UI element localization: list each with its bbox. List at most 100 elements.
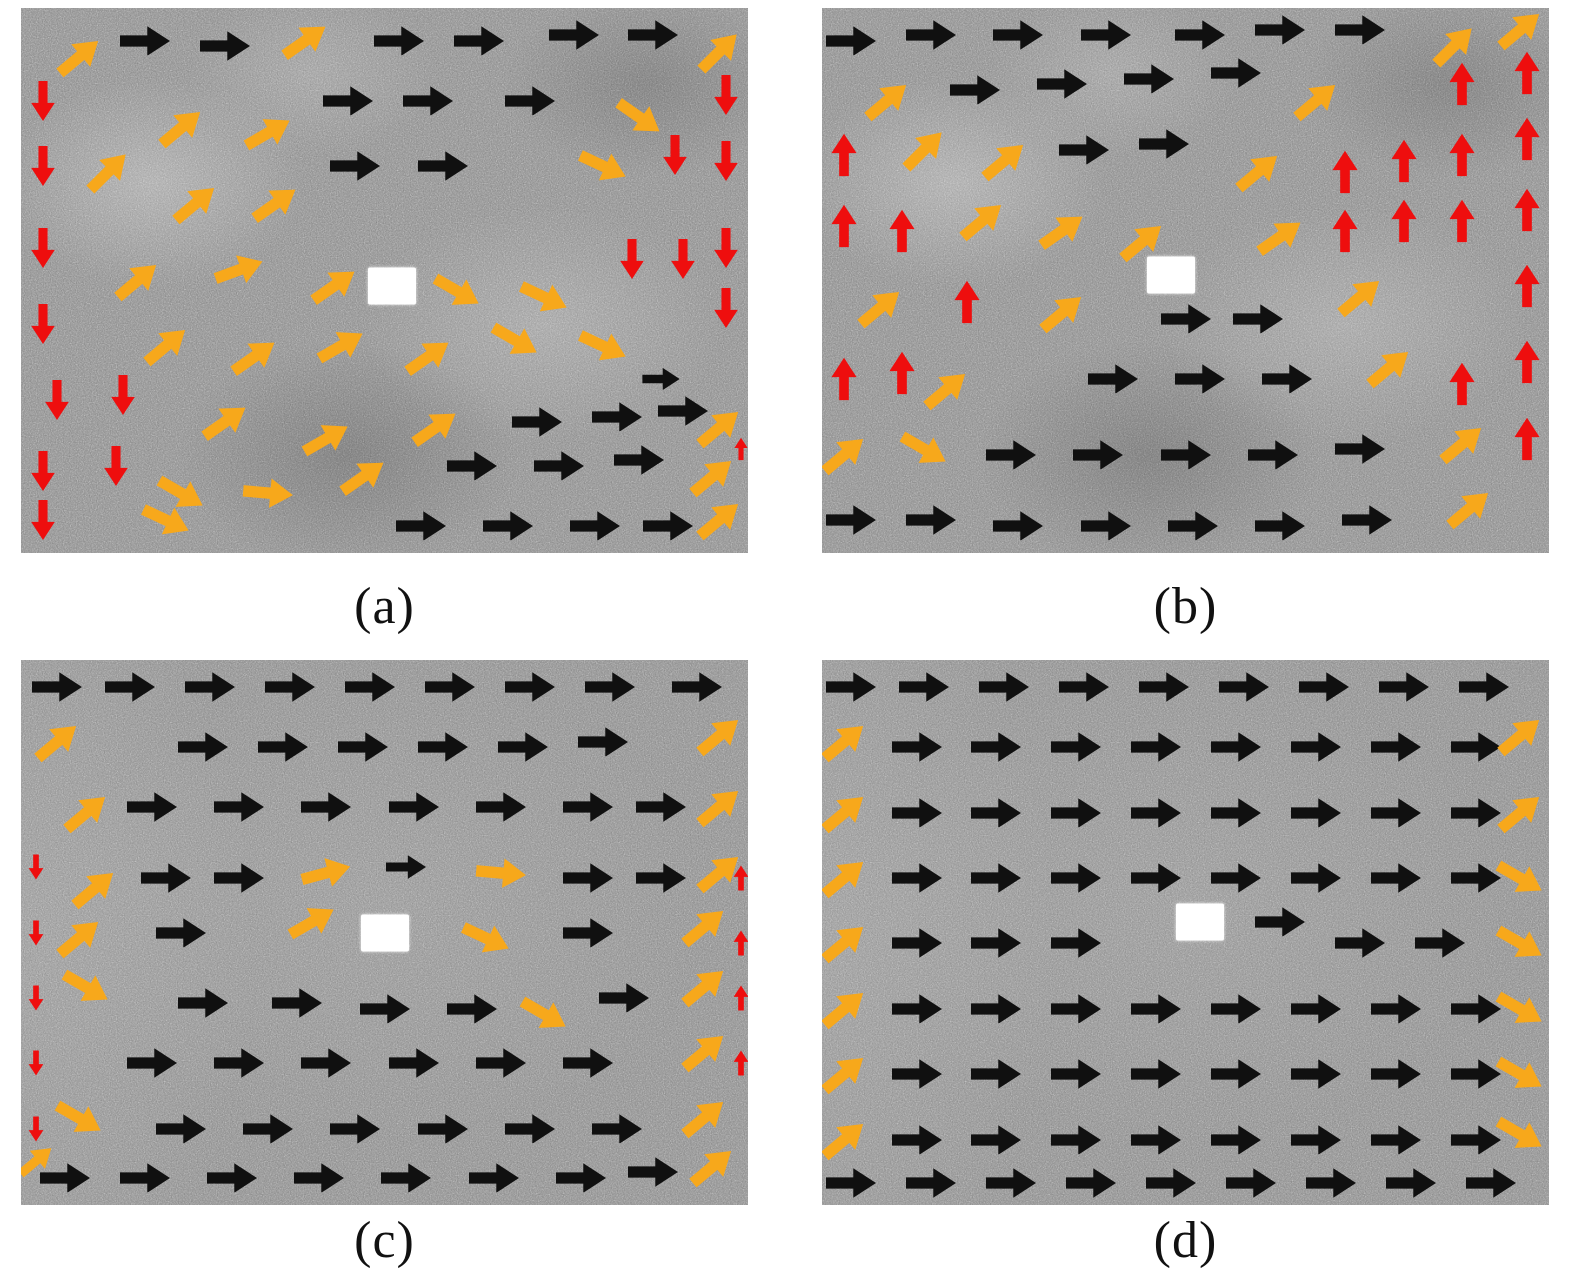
- subfigure-c: (c): [21, 660, 748, 1270]
- arrow-orange: [1113, 215, 1170, 270]
- arrow-orange: [691, 23, 747, 79]
- arrow-orange: [895, 424, 953, 475]
- arrow-black: [126, 792, 177, 822]
- arrow-red: [1332, 210, 1358, 253]
- arrow-red: [28, 1050, 43, 1076]
- arrow-orange: [406, 401, 464, 454]
- arrow-black: [548, 20, 599, 51]
- arrow-orange: [690, 780, 747, 835]
- arrow-orange: [475, 856, 527, 890]
- arrow-black: [1342, 505, 1393, 536]
- arrow-black: [323, 85, 374, 116]
- subfigure-d: (d): [822, 660, 1549, 1270]
- arrow-black: [1451, 1059, 1502, 1089]
- arrow-layer: [21, 660, 748, 1205]
- arrow-red: [714, 287, 738, 328]
- arrow-orange: [822, 1047, 872, 1102]
- arrow-black: [898, 672, 949, 703]
- arrow-orange: [1491, 984, 1549, 1035]
- arrow-black: [1371, 1059, 1422, 1089]
- arrow-orange: [80, 143, 136, 199]
- arrow-black: [424, 672, 475, 703]
- arrow-black: [504, 672, 555, 703]
- arrow-black: [344, 672, 395, 703]
- arrow-black: [264, 672, 315, 703]
- arrow-orange: [822, 428, 872, 483]
- arrow-black: [971, 797, 1022, 828]
- arrow-red: [734, 438, 748, 461]
- arrow-red: [831, 133, 857, 177]
- arrow-black: [1058, 672, 1109, 703]
- arrow-black: [635, 863, 686, 893]
- arrow-black: [1211, 994, 1262, 1024]
- arrow-black: [628, 1157, 679, 1188]
- arrow-red: [1449, 199, 1475, 242]
- arrow-black: [388, 792, 439, 822]
- arrow-black: [1167, 510, 1218, 541]
- arrow-orange: [1491, 785, 1548, 840]
- arrow-black: [468, 1162, 519, 1193]
- arrow-orange: [1491, 1109, 1549, 1160]
- arrow-orange: [137, 496, 195, 544]
- arrow-black: [1334, 15, 1385, 45]
- arrow-black: [1371, 797, 1422, 828]
- arrow-black: [504, 85, 555, 116]
- arrow-orange: [21, 1139, 58, 1183]
- arrow-orange: [1426, 18, 1482, 74]
- arrow-orange: [65, 862, 122, 917]
- arrow-black: [1160, 303, 1211, 334]
- arrow-black: [891, 994, 942, 1024]
- arrow-black: [1255, 510, 1305, 541]
- arrow-black: [1080, 20, 1131, 51]
- arrow-orange: [57, 962, 115, 1013]
- arrow-orange: [334, 450, 392, 503]
- arrow-orange: [516, 273, 574, 321]
- arrow-orange: [690, 845, 747, 900]
- arrow-black: [199, 31, 250, 61]
- arrow-black: [826, 25, 877, 56]
- arrow-black: [986, 1168, 1037, 1198]
- arrow-orange: [1491, 709, 1548, 764]
- arrow-red: [1514, 417, 1540, 460]
- arrow-orange: [51, 30, 108, 85]
- arrow-black: [1291, 1059, 1342, 1089]
- subfigure-b: (b): [822, 8, 1549, 660]
- arrow-orange: [51, 911, 108, 966]
- arrow-red: [1514, 117, 1540, 161]
- arrow-black: [337, 732, 388, 762]
- arrow-black: [1211, 1124, 1262, 1155]
- arrow-black: [1334, 928, 1385, 959]
- arrow-black: [446, 994, 497, 1024]
- arrow-red: [831, 357, 857, 400]
- arrow-red: [28, 920, 43, 945]
- arrow-black: [1371, 863, 1422, 893]
- arrow-black: [1371, 732, 1422, 762]
- white-marker: [360, 914, 409, 951]
- arrow-black: [1371, 994, 1422, 1024]
- arrow-black: [1131, 994, 1182, 1024]
- arrow-red: [714, 140, 738, 181]
- arrow-orange: [1360, 340, 1417, 395]
- arrow-orange: [676, 1025, 733, 1080]
- arrow-red: [889, 210, 915, 253]
- white-marker: [1146, 256, 1195, 294]
- arrow-red: [1391, 139, 1417, 182]
- arrow-orange: [822, 714, 872, 769]
- arrow-black: [1058, 134, 1109, 165]
- arrow-orange: [1440, 482, 1497, 537]
- arrow-orange: [138, 319, 195, 374]
- arrow-red: [30, 451, 55, 492]
- arrow-black: [1160, 440, 1211, 470]
- panel-d: [822, 660, 1549, 1205]
- arrow-red: [663, 135, 688, 176]
- panel-label-d: (d): [1153, 1211, 1218, 1269]
- subfigure-a: (a): [21, 8, 748, 660]
- arrow-black: [126, 1048, 177, 1079]
- arrow-orange: [690, 709, 747, 764]
- arrow-black: [1291, 732, 1342, 762]
- arrow-black: [1378, 672, 1429, 703]
- arrow-black: [1175, 20, 1226, 51]
- arrow-black: [155, 917, 206, 948]
- arrow-black: [971, 1124, 1022, 1155]
- arrow-black: [395, 510, 446, 541]
